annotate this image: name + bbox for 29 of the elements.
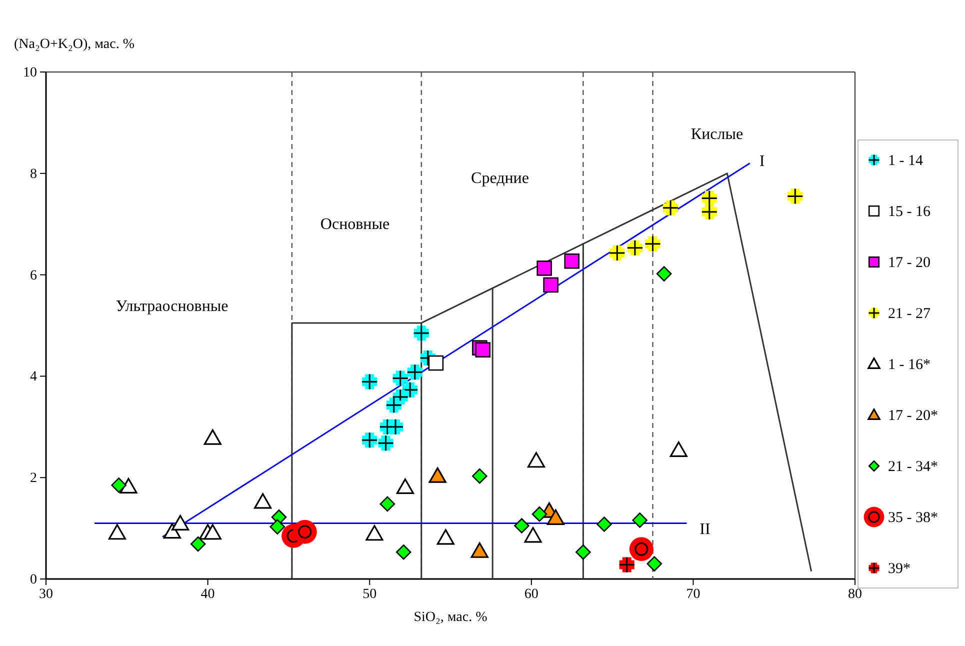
- y-tick-label: 8: [30, 166, 37, 182]
- annotation: Основные: [320, 216, 390, 233]
- x-tick-label: 70: [686, 586, 700, 602]
- x-tick-label: 80: [848, 586, 862, 602]
- y-tick-label: 0: [30, 572, 37, 588]
- legend-label: 39*: [888, 561, 910, 577]
- x-tick-label: 60: [524, 586, 538, 602]
- y-axis-title: (Na₂O+K₂O), мас. %: [14, 37, 135, 52]
- annotation: Ультраосновные: [116, 298, 228, 315]
- legend-label: 1 - 16*: [888, 357, 930, 373]
- x-tick-label: 50: [362, 586, 377, 602]
- x-axis-title: SiO₂, мас. %: [414, 610, 488, 625]
- annotation: Средние: [471, 170, 529, 187]
- y-tick-label: 6: [30, 268, 37, 284]
- y-tick-label: 10: [23, 65, 37, 80]
- annotation: Кислые: [690, 126, 744, 143]
- x-tick-label: 40: [200, 586, 215, 602]
- y-tick-label: 2: [30, 471, 37, 486]
- annotation: I: [759, 153, 765, 170]
- legend-label: 1 - 14: [888, 153, 924, 169]
- annotation: II: [700, 521, 710, 538]
- legend-label: 17 - 20*: [888, 408, 938, 424]
- y-tick-label: 4: [30, 370, 37, 385]
- legend-label: 21 - 34*: [888, 459, 938, 475]
- x-tick-label: 30: [39, 586, 53, 602]
- legend-label: 21 - 27: [888, 306, 931, 322]
- legend-label: 15 - 16: [888, 204, 931, 220]
- legend-label: 17 - 20: [888, 255, 930, 271]
- legend-label: 35 - 38*: [888, 510, 938, 526]
